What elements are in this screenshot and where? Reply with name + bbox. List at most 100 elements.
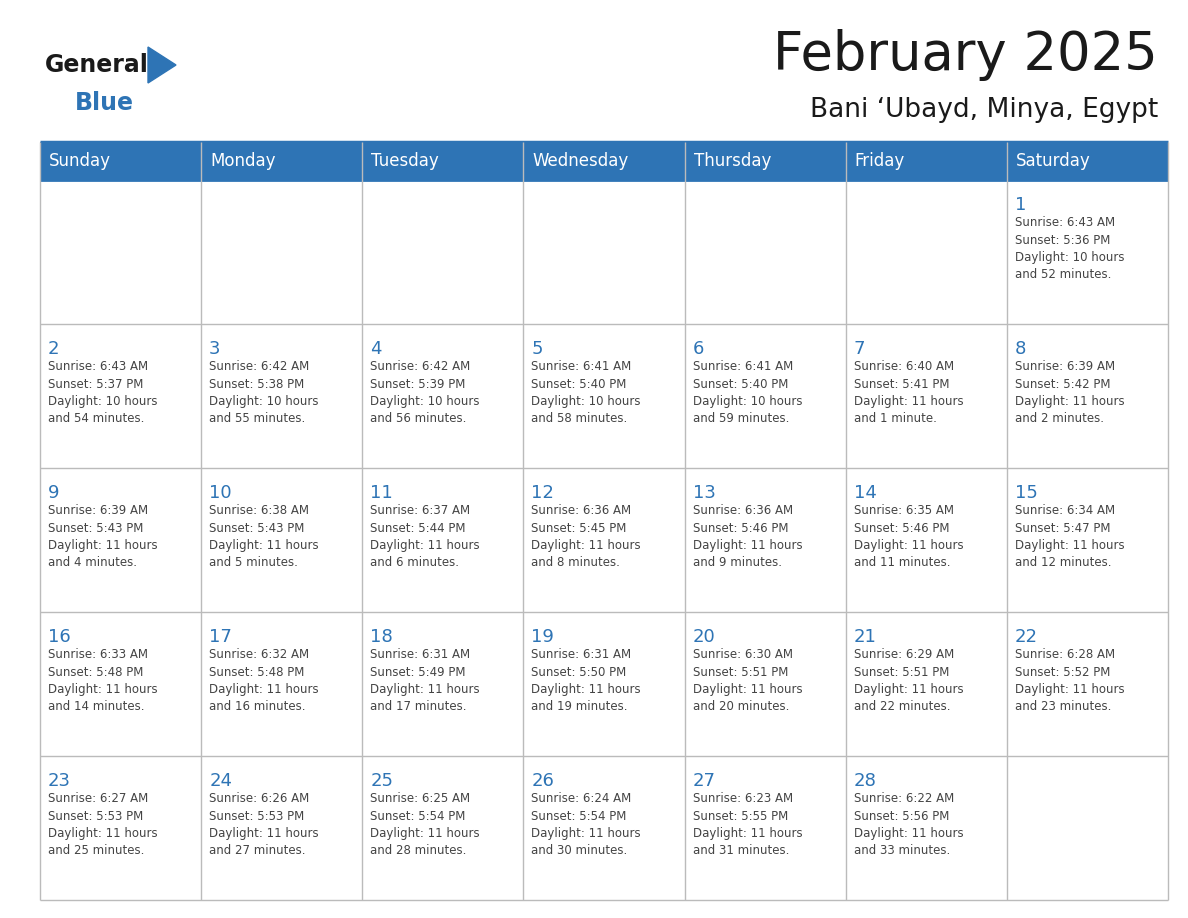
Text: Sunrise: 6:27 AM
Sunset: 5:53 PM
Daylight: 11 hours
and 25 minutes.: Sunrise: 6:27 AM Sunset: 5:53 PM Dayligh… xyxy=(48,792,158,857)
Bar xyxy=(40,142,1168,180)
Text: 12: 12 xyxy=(531,484,555,502)
Text: 13: 13 xyxy=(693,484,715,502)
Text: 26: 26 xyxy=(531,772,555,790)
Text: 22: 22 xyxy=(1015,628,1038,646)
Bar xyxy=(846,468,1007,612)
Text: Sunrise: 6:37 AM
Sunset: 5:44 PM
Daylight: 11 hours
and 6 minutes.: Sunrise: 6:37 AM Sunset: 5:44 PM Dayligh… xyxy=(371,504,480,569)
Text: Sunrise: 6:43 AM
Sunset: 5:37 PM
Daylight: 10 hours
and 54 minutes.: Sunrise: 6:43 AM Sunset: 5:37 PM Dayligh… xyxy=(48,360,158,426)
Text: Sunrise: 6:29 AM
Sunset: 5:51 PM
Daylight: 11 hours
and 22 minutes.: Sunrise: 6:29 AM Sunset: 5:51 PM Dayligh… xyxy=(854,648,963,713)
Text: Sunrise: 6:26 AM
Sunset: 5:53 PM
Daylight: 11 hours
and 27 minutes.: Sunrise: 6:26 AM Sunset: 5:53 PM Dayligh… xyxy=(209,792,318,857)
Text: 7: 7 xyxy=(854,340,865,358)
Text: 11: 11 xyxy=(371,484,393,502)
Text: Sunrise: 6:41 AM
Sunset: 5:40 PM
Daylight: 10 hours
and 59 minutes.: Sunrise: 6:41 AM Sunset: 5:40 PM Dayligh… xyxy=(693,360,802,426)
Text: 10: 10 xyxy=(209,484,232,502)
Bar xyxy=(362,612,524,756)
Text: 24: 24 xyxy=(209,772,232,790)
Bar xyxy=(846,180,1007,324)
Text: 14: 14 xyxy=(854,484,877,502)
Bar xyxy=(362,756,524,900)
Text: 2: 2 xyxy=(48,340,59,358)
Text: General: General xyxy=(45,53,148,77)
Text: 5: 5 xyxy=(531,340,543,358)
Text: Sunrise: 6:43 AM
Sunset: 5:36 PM
Daylight: 10 hours
and 52 minutes.: Sunrise: 6:43 AM Sunset: 5:36 PM Dayligh… xyxy=(1015,216,1124,282)
Bar xyxy=(846,612,1007,756)
Text: Sunrise: 6:28 AM
Sunset: 5:52 PM
Daylight: 11 hours
and 23 minutes.: Sunrise: 6:28 AM Sunset: 5:52 PM Dayligh… xyxy=(1015,648,1125,713)
Bar xyxy=(684,324,846,468)
Text: Sunrise: 6:39 AM
Sunset: 5:42 PM
Daylight: 11 hours
and 2 minutes.: Sunrise: 6:39 AM Sunset: 5:42 PM Dayligh… xyxy=(1015,360,1125,426)
Text: 18: 18 xyxy=(371,628,393,646)
Text: Sunrise: 6:42 AM
Sunset: 5:38 PM
Daylight: 10 hours
and 55 minutes.: Sunrise: 6:42 AM Sunset: 5:38 PM Dayligh… xyxy=(209,360,318,426)
Bar xyxy=(40,180,201,324)
Bar xyxy=(524,180,684,324)
Bar xyxy=(40,324,201,468)
Bar xyxy=(1007,468,1168,612)
Text: Sunrise: 6:24 AM
Sunset: 5:54 PM
Daylight: 11 hours
and 30 minutes.: Sunrise: 6:24 AM Sunset: 5:54 PM Dayligh… xyxy=(531,792,642,857)
Bar xyxy=(40,756,201,900)
Text: Sunrise: 6:39 AM
Sunset: 5:43 PM
Daylight: 11 hours
and 4 minutes.: Sunrise: 6:39 AM Sunset: 5:43 PM Dayligh… xyxy=(48,504,158,569)
Bar xyxy=(524,468,684,612)
Text: 8: 8 xyxy=(1015,340,1026,358)
Bar xyxy=(201,468,362,612)
Text: Sunrise: 6:33 AM
Sunset: 5:48 PM
Daylight: 11 hours
and 14 minutes.: Sunrise: 6:33 AM Sunset: 5:48 PM Dayligh… xyxy=(48,648,158,713)
Text: February 2025: February 2025 xyxy=(773,29,1158,81)
Bar xyxy=(524,612,684,756)
Bar xyxy=(1007,324,1168,468)
Text: Sunrise: 6:23 AM
Sunset: 5:55 PM
Daylight: 11 hours
and 31 minutes.: Sunrise: 6:23 AM Sunset: 5:55 PM Dayligh… xyxy=(693,792,802,857)
Text: Sunrise: 6:25 AM
Sunset: 5:54 PM
Daylight: 11 hours
and 28 minutes.: Sunrise: 6:25 AM Sunset: 5:54 PM Dayligh… xyxy=(371,792,480,857)
Text: Sunday: Sunday xyxy=(49,152,110,170)
Text: 4: 4 xyxy=(371,340,381,358)
Bar xyxy=(1007,756,1168,900)
Bar xyxy=(201,324,362,468)
Bar xyxy=(684,468,846,612)
Text: 20: 20 xyxy=(693,628,715,646)
Text: 17: 17 xyxy=(209,628,232,646)
Text: 23: 23 xyxy=(48,772,71,790)
Text: Wednesday: Wednesday xyxy=(532,152,628,170)
Bar xyxy=(524,324,684,468)
Text: Friday: Friday xyxy=(854,152,905,170)
Bar xyxy=(846,756,1007,900)
Bar xyxy=(684,756,846,900)
Text: 1: 1 xyxy=(1015,196,1026,214)
Text: Blue: Blue xyxy=(75,91,134,115)
Text: Monday: Monday xyxy=(210,152,276,170)
Text: Sunrise: 6:35 AM
Sunset: 5:46 PM
Daylight: 11 hours
and 11 minutes.: Sunrise: 6:35 AM Sunset: 5:46 PM Dayligh… xyxy=(854,504,963,569)
Text: Sunrise: 6:40 AM
Sunset: 5:41 PM
Daylight: 11 hours
and 1 minute.: Sunrise: 6:40 AM Sunset: 5:41 PM Dayligh… xyxy=(854,360,963,426)
Text: 27: 27 xyxy=(693,772,715,790)
Text: Sunrise: 6:38 AM
Sunset: 5:43 PM
Daylight: 11 hours
and 5 minutes.: Sunrise: 6:38 AM Sunset: 5:43 PM Dayligh… xyxy=(209,504,318,569)
Bar xyxy=(1007,180,1168,324)
Text: Thursday: Thursday xyxy=(694,152,771,170)
Bar xyxy=(1007,612,1168,756)
Text: 28: 28 xyxy=(854,772,877,790)
Text: Sunrise: 6:31 AM
Sunset: 5:49 PM
Daylight: 11 hours
and 17 minutes.: Sunrise: 6:31 AM Sunset: 5:49 PM Dayligh… xyxy=(371,648,480,713)
Text: 15: 15 xyxy=(1015,484,1038,502)
Bar xyxy=(362,324,524,468)
Text: 21: 21 xyxy=(854,628,877,646)
Text: 9: 9 xyxy=(48,484,59,502)
Text: 16: 16 xyxy=(48,628,71,646)
Bar xyxy=(684,612,846,756)
Text: Sunrise: 6:31 AM
Sunset: 5:50 PM
Daylight: 11 hours
and 19 minutes.: Sunrise: 6:31 AM Sunset: 5:50 PM Dayligh… xyxy=(531,648,642,713)
Text: Sunrise: 6:41 AM
Sunset: 5:40 PM
Daylight: 10 hours
and 58 minutes.: Sunrise: 6:41 AM Sunset: 5:40 PM Dayligh… xyxy=(531,360,642,426)
Bar xyxy=(362,180,524,324)
Text: Sunrise: 6:30 AM
Sunset: 5:51 PM
Daylight: 11 hours
and 20 minutes.: Sunrise: 6:30 AM Sunset: 5:51 PM Dayligh… xyxy=(693,648,802,713)
Text: 6: 6 xyxy=(693,340,704,358)
Bar xyxy=(362,468,524,612)
Bar xyxy=(524,756,684,900)
Bar xyxy=(40,468,201,612)
Text: 25: 25 xyxy=(371,772,393,790)
Bar xyxy=(846,324,1007,468)
Text: 3: 3 xyxy=(209,340,221,358)
Text: 19: 19 xyxy=(531,628,555,646)
Bar xyxy=(684,180,846,324)
Text: Tuesday: Tuesday xyxy=(372,152,440,170)
Bar xyxy=(201,180,362,324)
Text: Bani ‘Ubayd, Minya, Egypt: Bani ‘Ubayd, Minya, Egypt xyxy=(810,97,1158,123)
Text: Sunrise: 6:22 AM
Sunset: 5:56 PM
Daylight: 11 hours
and 33 minutes.: Sunrise: 6:22 AM Sunset: 5:56 PM Dayligh… xyxy=(854,792,963,857)
Text: Sunrise: 6:36 AM
Sunset: 5:45 PM
Daylight: 11 hours
and 8 minutes.: Sunrise: 6:36 AM Sunset: 5:45 PM Dayligh… xyxy=(531,504,642,569)
Bar xyxy=(40,612,201,756)
Text: Sunrise: 6:36 AM
Sunset: 5:46 PM
Daylight: 11 hours
and 9 minutes.: Sunrise: 6:36 AM Sunset: 5:46 PM Dayligh… xyxy=(693,504,802,569)
Text: Saturday: Saturday xyxy=(1016,152,1091,170)
Text: Sunrise: 6:32 AM
Sunset: 5:48 PM
Daylight: 11 hours
and 16 minutes.: Sunrise: 6:32 AM Sunset: 5:48 PM Dayligh… xyxy=(209,648,318,713)
Polygon shape xyxy=(148,47,176,83)
